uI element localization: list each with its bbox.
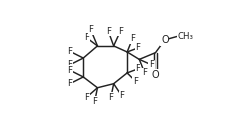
Text: F: F: [88, 25, 93, 34]
Text: F: F: [132, 77, 137, 85]
Text: F: F: [142, 68, 147, 77]
Text: F: F: [119, 91, 124, 100]
Text: F: F: [148, 60, 153, 69]
Text: F: F: [117, 27, 122, 36]
Text: F: F: [108, 93, 113, 102]
Text: O: O: [151, 70, 159, 80]
Text: F: F: [84, 93, 89, 102]
Text: F: F: [129, 34, 134, 43]
Text: F: F: [67, 47, 72, 56]
Text: O: O: [161, 35, 168, 45]
Text: F: F: [67, 66, 72, 75]
Text: F: F: [105, 27, 110, 36]
Text: CH₃: CH₃: [176, 32, 192, 41]
Text: F: F: [92, 97, 97, 106]
Text: F: F: [67, 60, 72, 69]
Text: F: F: [67, 79, 72, 88]
Text: F: F: [135, 64, 140, 73]
Text: F: F: [84, 33, 89, 42]
Text: F: F: [135, 43, 140, 52]
